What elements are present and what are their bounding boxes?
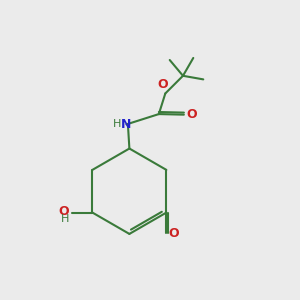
Text: O: O — [59, 205, 69, 218]
Text: O: O — [169, 227, 179, 240]
Text: N: N — [121, 118, 132, 131]
Text: H: H — [61, 214, 69, 224]
Text: O: O — [186, 108, 197, 121]
Text: O: O — [157, 78, 168, 92]
Text: H: H — [113, 119, 122, 129]
